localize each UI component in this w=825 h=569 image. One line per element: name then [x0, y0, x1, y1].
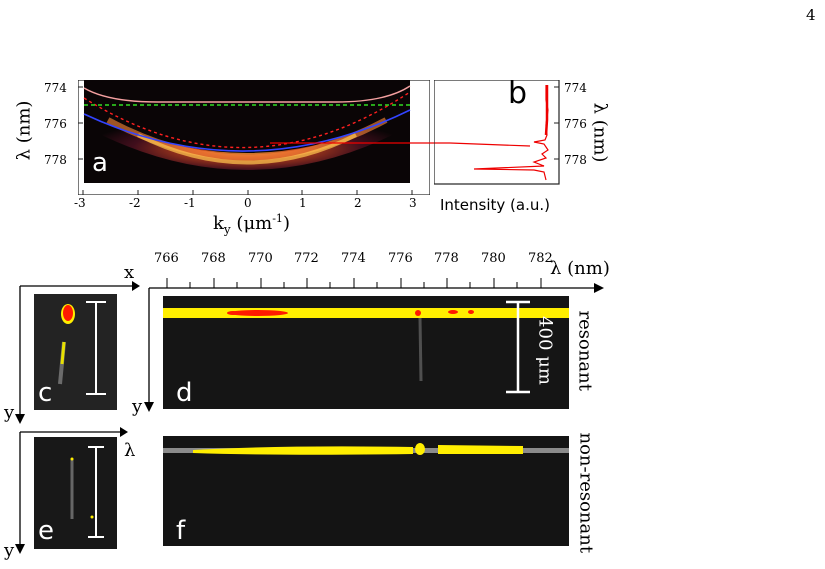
panel-a-x-tick: 1 [299, 196, 307, 210]
panel-b-y-tick: 774 [564, 81, 587, 95]
wavelength-tick: 776 [388, 251, 413, 266]
panel-a-x-axis-label: ky (μm-1) [213, 212, 290, 237]
connector-lines [270, 142, 531, 147]
panel-c-axis-x: x [124, 262, 135, 283]
panel-d-letter: d [176, 378, 193, 408]
wavelength-tick: 770 [248, 251, 273, 266]
panel-b-y-axis-label: λ (nm) [589, 102, 611, 163]
wavelength-tick: 768 [201, 251, 226, 266]
wavelength-axis-label: λ (nm) [550, 258, 610, 279]
panel-b-y-tick: 778 [564, 153, 587, 167]
panel-b-y-tick: 776 [564, 117, 587, 131]
panel-d-axis-y: y [132, 396, 143, 417]
wavelength-tick: 766 [154, 251, 179, 266]
panel-a-letter: a [92, 148, 108, 178]
lower-polariton-curve [83, 109, 411, 152]
page-number: 4 [806, 6, 816, 24]
panel-a-x-tick: -1 [184, 196, 196, 210]
panel-a-dispersion-image [78, 80, 430, 195]
panel-e-emission [70, 446, 104, 538]
panel-e-image [34, 437, 117, 549]
panel-d-emission [163, 300, 569, 394]
upper-polariton-curve [83, 85, 411, 103]
non-resonant-label: non-resonant [575, 432, 597, 554]
panel-a-x-tick: 0 [244, 196, 252, 210]
panel-a-x-label-sub: y [223, 222, 231, 237]
panel-e-axis-y: y [4, 540, 15, 561]
panel-e-axes [15, 427, 128, 554]
panel-e-axis-x: λ [124, 440, 136, 461]
wavelength-tick: 780 [481, 251, 506, 266]
panel-b-spectrum [434, 80, 560, 185]
resonant-label: resonant [574, 310, 596, 391]
panel-a-x-label-end: ) [282, 213, 290, 234]
panel-b-letter: b [508, 76, 528, 111]
panel-e-letter: e [38, 516, 54, 546]
panel-a-y-tick: 776 [44, 117, 67, 131]
panel-c-letter: c [38, 378, 53, 408]
wavelength-tick: 782 [528, 251, 553, 266]
panel-a-x-label-sup: -1 [272, 212, 283, 225]
panel-a-x-tick: 3 [409, 196, 417, 210]
panel-f-emission [163, 443, 569, 455]
scale-bar-label: 400 μm [534, 316, 556, 385]
panel-c-emission [58, 301, 106, 395]
panel-b-x-axis-label: Intensity (a.u.) [440, 196, 550, 214]
panel-d-axes [144, 278, 604, 412]
panel-c-axis-y: y [4, 402, 15, 423]
panel-d-image [163, 296, 569, 409]
panel-f-image [163, 436, 569, 546]
panel-c-image [34, 294, 117, 410]
panel-a-y-tick: 774 [44, 81, 67, 95]
resonant-emission-band [163, 308, 569, 318]
wavelength-tick: 772 [294, 251, 319, 266]
panel-a-x-label-rest: (μm [230, 213, 273, 234]
panel-c-axes [15, 281, 140, 424]
panel-f-letter: f [176, 516, 186, 546]
panel-a-y-tick: 778 [44, 153, 67, 167]
panel-a-y-axis-label: λ (nm) [13, 100, 35, 161]
wavelength-tick: 774 [341, 251, 366, 266]
panel-a-x-tick: 2 [354, 196, 362, 210]
panel-a-x-tick: -3 [74, 196, 86, 210]
photon-curve [83, 91, 411, 149]
panel-a-x-tick: -2 [129, 196, 141, 210]
panel-a-x-label-main: k [213, 213, 224, 234]
wavelength-tick: 778 [434, 251, 459, 266]
